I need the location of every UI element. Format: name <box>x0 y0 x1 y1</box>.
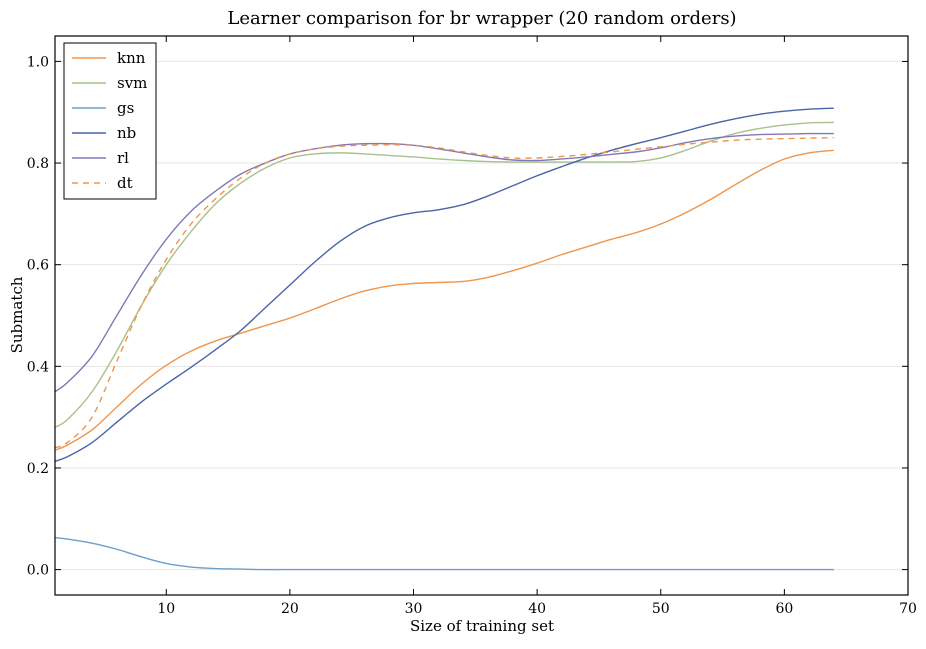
legend-box <box>63 42 157 200</box>
y-tick-label-0: 0.0 <box>27 563 49 579</box>
x-tick-label-6: 70 <box>899 601 917 617</box>
y-axis-label: Submatch <box>8 276 26 353</box>
legend-label-dt: dt <box>117 174 133 192</box>
legend-label-gs: gs <box>117 99 134 117</box>
legend-label-rl: rl <box>117 149 129 167</box>
series-line-svm <box>54 121 834 428</box>
grid-lines <box>55 60 908 571</box>
series-line-gs <box>54 536 834 571</box>
legend-label-knn: knn <box>117 49 146 67</box>
legend: knn svm gs nb rl dt <box>63 42 157 200</box>
y-tick-label-5: 1.0 <box>27 54 49 70</box>
legend-label-svm: svm <box>117 74 147 92</box>
x-tick-label-2: 30 <box>405 601 423 617</box>
legend-label-nb: nb <box>117 124 136 142</box>
series-line-knn <box>54 149 834 451</box>
x-tick-label-0: 10 <box>157 601 175 617</box>
series-line-dt <box>54 136 834 449</box>
y-tick-label-2: 0.4 <box>27 359 49 375</box>
x-tick-label-5: 60 <box>775 601 793 617</box>
x-tick-label-3: 40 <box>528 601 546 617</box>
plot-frame <box>54 35 909 596</box>
series-line-rl <box>54 132 834 393</box>
axis-ticks: 10 20 30 40 50 60 70 0.0 0.2 0.4 0.6 0.8 1.0 <box>27 36 917 617</box>
series-line-nb <box>54 107 834 463</box>
chart-title: Learner comparison for br wrapper (20 ra… <box>227 8 736 29</box>
y-tick-label-3: 0.6 <box>27 258 49 274</box>
y-tick-label-1: 0.2 <box>27 461 49 477</box>
x-axis-label: Size of training set <box>410 617 554 635</box>
series-lines <box>54 107 834 571</box>
x-tick-label-1: 20 <box>281 601 299 617</box>
x-tick-label-4: 50 <box>652 601 670 617</box>
y-tick-label-4: 0.8 <box>27 156 49 172</box>
